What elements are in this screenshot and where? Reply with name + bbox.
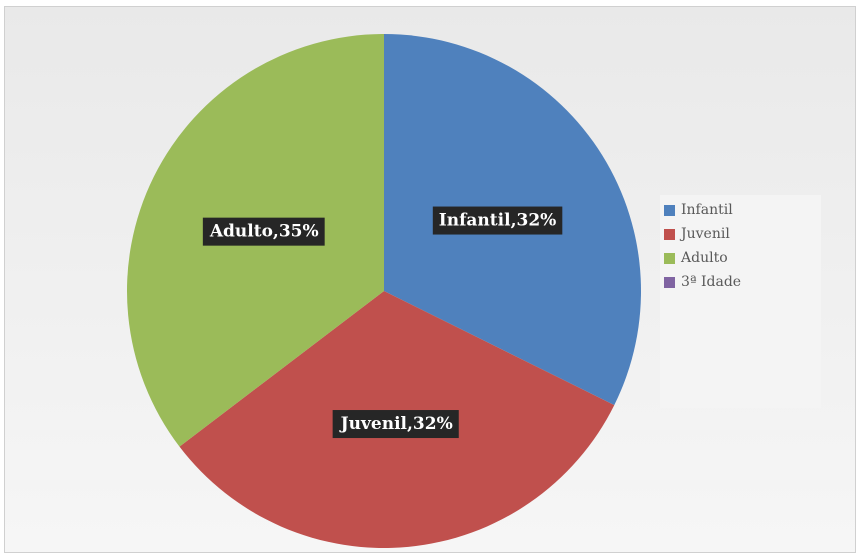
legend-swatch-infantil xyxy=(664,204,675,216)
data-label-text: Juvenil,32% xyxy=(339,414,453,434)
data-label-box xyxy=(432,206,563,235)
data-label-text: Infantil,32% xyxy=(439,211,557,231)
legend-swatch-juvenil xyxy=(664,228,675,240)
data-label-box xyxy=(332,410,459,439)
legend-item-terceira-idade: 3ª Idade xyxy=(664,270,821,294)
legend-swatch-terceira-idade xyxy=(664,276,675,288)
data-label-text: Adulto,35% xyxy=(209,222,319,242)
legend-label-adulto: Adulto xyxy=(681,250,728,266)
legend-label-terceira-idade: 3ª Idade xyxy=(681,274,742,290)
data-label-box xyxy=(202,217,325,246)
legend-label-infantil: Infantil xyxy=(681,202,733,218)
legend-label-juvenil: Juvenil xyxy=(681,226,730,242)
data-label-juvenil: Juvenil,32% xyxy=(332,410,459,439)
legend: Infantil Juvenil Adulto 3ª Idade xyxy=(660,195,821,408)
legend-item-juvenil: Juvenil xyxy=(664,222,821,246)
data-label-infantil: Infantil,32% xyxy=(432,206,563,235)
chart-area: Infantil,32% Juvenil,32% Adulto,35% Infant… xyxy=(4,6,856,553)
legend-swatch-adulto xyxy=(664,252,675,264)
legend-item-adulto: Adulto xyxy=(664,246,821,270)
pie-chart: Infantil,32% Juvenil,32% Adulto,35% xyxy=(126,34,641,548)
data-label-adulto: Adulto,35% xyxy=(202,217,325,246)
legend-item-infantil: Infantil xyxy=(664,198,821,222)
